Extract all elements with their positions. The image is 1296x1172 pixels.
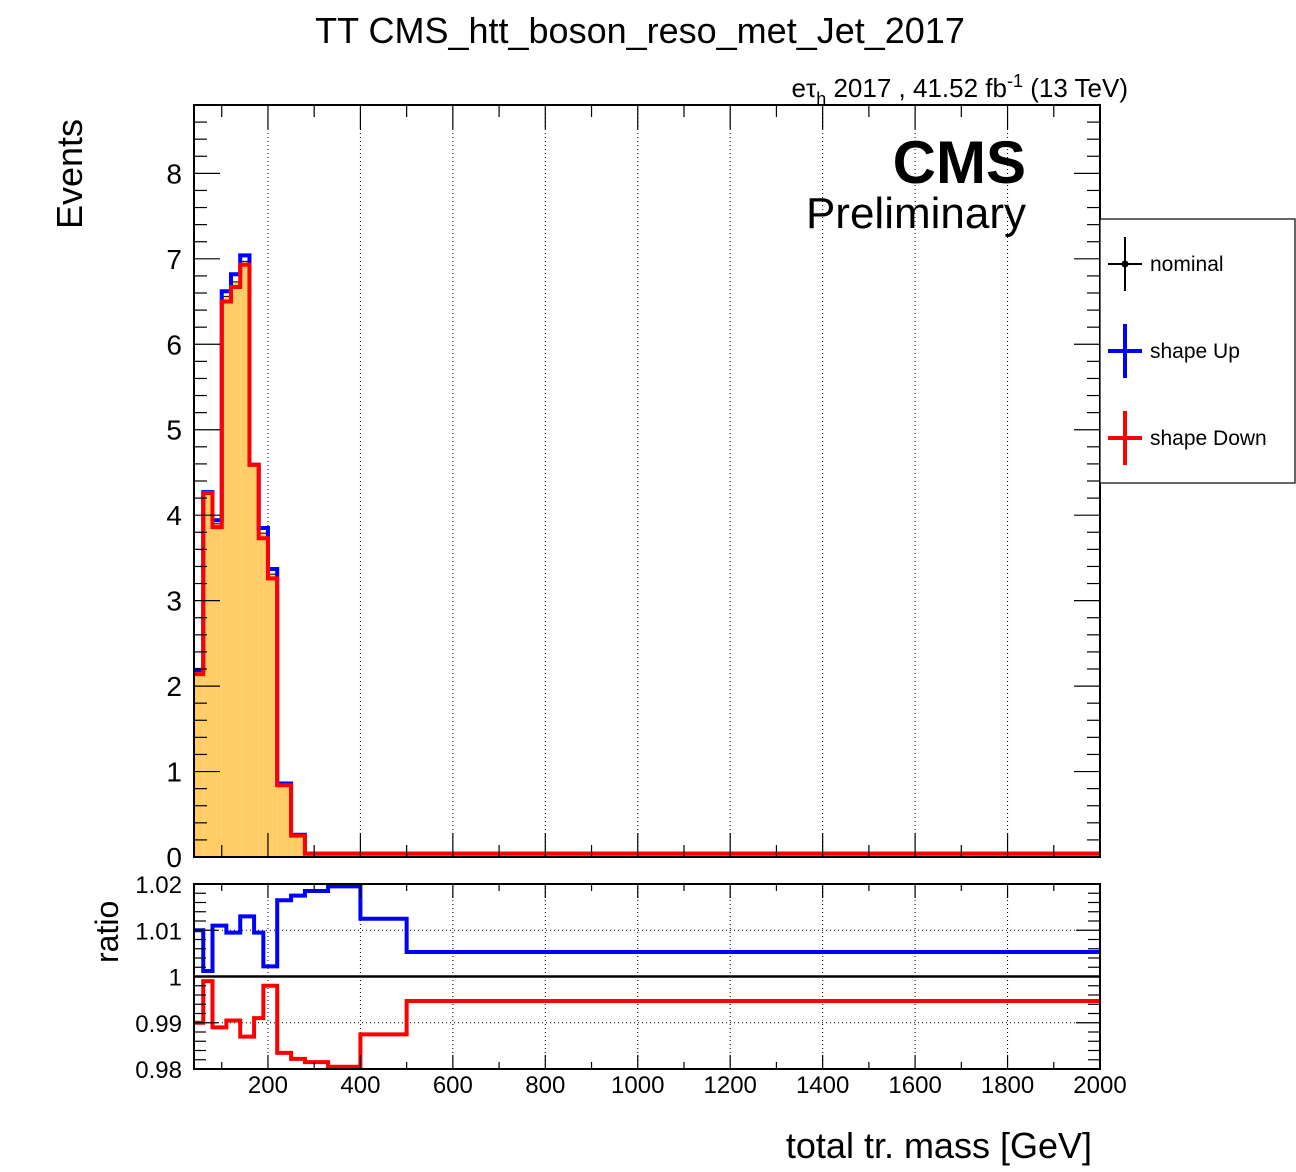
main-plot: 0 1 2 3 4 5 6 7 8 bbox=[166, 104, 1101, 873]
y-tick-label: 0 bbox=[166, 842, 182, 873]
x-tick-label: 1800 bbox=[981, 1072, 1034, 1099]
lumi-label: eτh 2017 , 41.52 fb-1 (13 TeV) bbox=[792, 71, 1129, 109]
cms-label: CMS bbox=[893, 129, 1026, 196]
ratio-lines bbox=[194, 884, 1100, 1069]
histogram-lines bbox=[194, 253, 1100, 856]
ratio-plot: 0.98 0.99 1 1.01 1.02 200 400 600 800 1000 1200 140… bbox=[135, 872, 1126, 1099]
legend-down-marker bbox=[1108, 411, 1142, 465]
ratio-y-tick-label: 1 bbox=[169, 965, 182, 992]
legend-down-label: shape Down bbox=[1150, 427, 1267, 450]
histogram-bar bbox=[212, 523, 222, 857]
ratio-y-axis-title: ratio bbox=[89, 901, 125, 963]
x-tick-label: 2000 bbox=[1073, 1072, 1126, 1099]
histogram-bar bbox=[249, 465, 259, 857]
preliminary-label: Preliminary bbox=[806, 189, 1026, 238]
legend-nominal-label: nominal bbox=[1150, 253, 1224, 276]
y-axis-title: Events bbox=[49, 119, 90, 229]
chart-title: TT CMS_htt_boson_reso_met_Jet_2017 bbox=[315, 10, 965, 51]
main-grid bbox=[267, 105, 1009, 857]
lumi-prefix: eτ bbox=[792, 73, 817, 103]
ratio-axis-ticks bbox=[194, 883, 1100, 1070]
legend: nominal shape Up shape Down bbox=[1099, 218, 1296, 484]
nominal-fill-area bbox=[194, 261, 1100, 858]
ratio-y-tick-label: 1.02 bbox=[135, 872, 182, 899]
ratio-y-tick-label: 0.99 bbox=[135, 1011, 182, 1038]
histogram-bar bbox=[258, 533, 268, 857]
x-tick-label: 800 bbox=[525, 1072, 565, 1099]
y-tick-label: 8 bbox=[166, 158, 182, 189]
ratio-y-tick-label: 0.98 bbox=[135, 1057, 182, 1084]
y-tick-label: 7 bbox=[166, 244, 182, 275]
histogram-bar bbox=[194, 671, 204, 857]
lumi-sup: -1 bbox=[1007, 71, 1023, 91]
lumi-sub: h bbox=[816, 89, 826, 109]
y-tick-label: 4 bbox=[166, 500, 182, 531]
histogram-bar bbox=[277, 784, 292, 857]
ratio-tick-labels: 0.98 0.99 1 1.01 1.02 200 400 600 800 1000 1200 140… bbox=[135, 872, 1126, 1099]
ratio-up-series-line bbox=[194, 884, 1100, 973]
y-tick-label: 5 bbox=[166, 415, 182, 446]
histogram-bar bbox=[230, 281, 241, 858]
x-tick-label: 1000 bbox=[611, 1072, 664, 1099]
shape-down-series-line bbox=[194, 262, 1100, 856]
nominal-series-line bbox=[194, 260, 1100, 855]
main-y-tick-labels: 0 1 2 3 4 5 6 7 8 bbox=[166, 158, 182, 873]
x-tick-label: 600 bbox=[433, 1072, 473, 1099]
histogram-bar bbox=[221, 296, 231, 857]
x-tick-label: 1400 bbox=[796, 1072, 849, 1099]
histogram-bar bbox=[240, 261, 250, 857]
ratio-down-series-line bbox=[194, 979, 1100, 1069]
lumi-suffix: (13 TeV) bbox=[1023, 73, 1128, 103]
y-tick-label: 1 bbox=[166, 757, 182, 788]
ratio-y-tick-label: 1.01 bbox=[135, 918, 182, 945]
y-tick-label: 3 bbox=[166, 586, 182, 617]
x-tick-label: 400 bbox=[340, 1072, 380, 1099]
histogram-bar bbox=[203, 492, 213, 857]
lumi-main: 2017 , 41.52 fb bbox=[826, 73, 1007, 103]
y-tick-label: 6 bbox=[166, 329, 182, 360]
legend-up-label: shape Up bbox=[1150, 340, 1240, 363]
x-axis-title: total tr. mass [GeV] bbox=[786, 1125, 1092, 1166]
y-tick-label: 2 bbox=[166, 671, 182, 702]
legend-up-marker bbox=[1108, 324, 1142, 378]
legend-nominal-marker bbox=[1108, 237, 1142, 291]
x-tick-label: 1600 bbox=[888, 1072, 941, 1099]
main-axis-ticks bbox=[194, 104, 1100, 858]
x-tick-label: 1200 bbox=[704, 1072, 757, 1099]
shape-up-series-line bbox=[194, 253, 1100, 856]
histogram-bar bbox=[267, 574, 278, 857]
x-tick-label: 200 bbox=[248, 1072, 288, 1099]
histogram-bar bbox=[291, 835, 305, 857]
